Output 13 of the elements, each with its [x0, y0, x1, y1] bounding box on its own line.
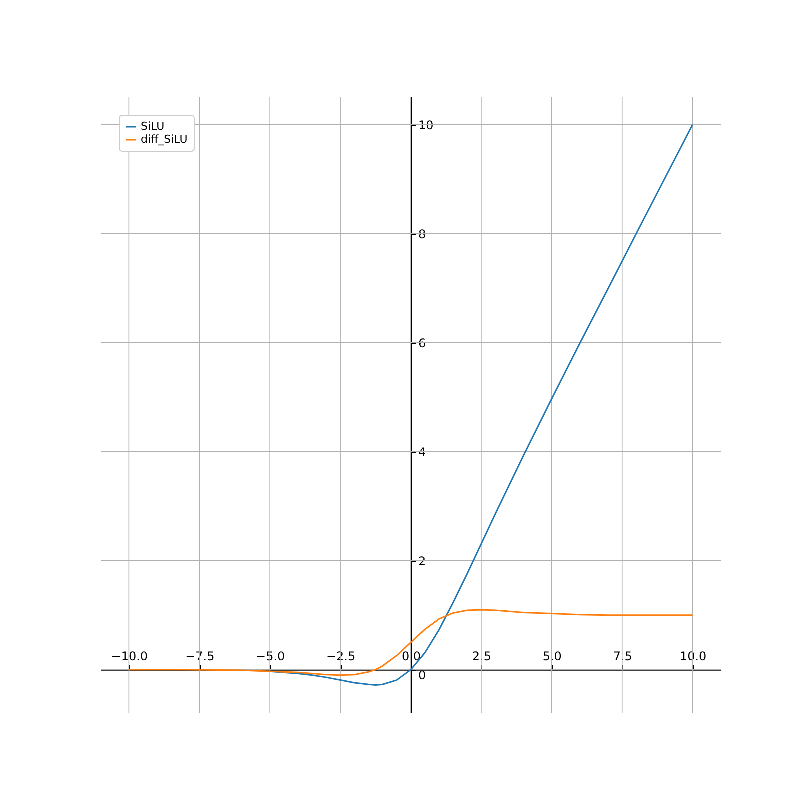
x-tick-label: 2.5: [472, 649, 492, 664]
x-tick-label: −5.0: [256, 649, 286, 664]
x-tick-label: −10.0: [111, 649, 148, 664]
legend-label: diff_SiLU: [141, 133, 188, 146]
x-tick-label: 7.5: [613, 649, 632, 664]
y-tick-label: 2: [418, 554, 426, 568]
y-tick-label: 10: [418, 118, 434, 132]
x-tick-label: −2.5: [326, 649, 356, 664]
y-tick-label: 0: [418, 668, 426, 682]
x-tick-label: −7.5: [186, 649, 215, 664]
x-tick-label: 10.0: [680, 649, 707, 664]
legend-label: SiLU: [141, 120, 165, 133]
x-tick-label: 5.0: [542, 649, 562, 664]
